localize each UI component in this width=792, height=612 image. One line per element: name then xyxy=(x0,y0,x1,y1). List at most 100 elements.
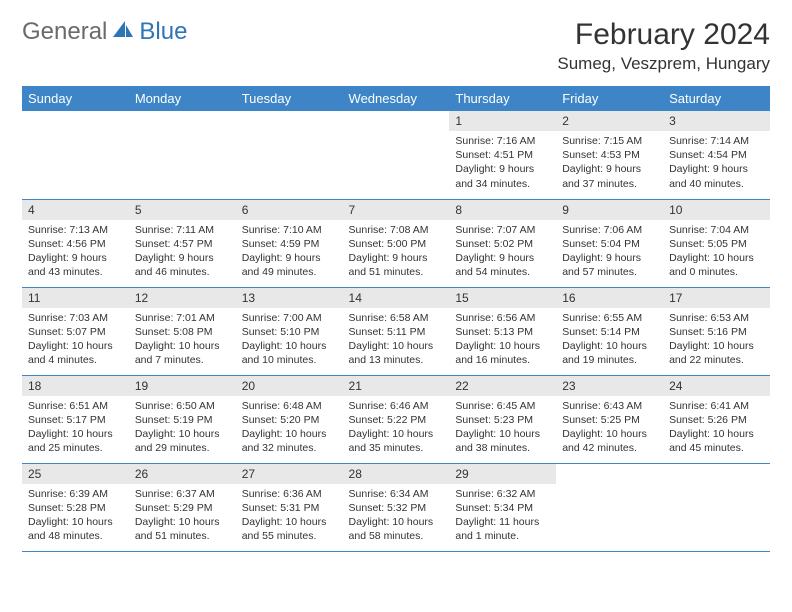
sunset-text: Sunset: 5:04 PM xyxy=(562,237,657,251)
calendar-day-cell: 16Sunrise: 6:55 AMSunset: 5:14 PMDayligh… xyxy=(556,287,663,375)
sunset-text: Sunset: 4:54 PM xyxy=(669,148,764,162)
daylight-text: Daylight: 10 hours and 7 minutes. xyxy=(135,339,230,367)
calendar-day-cell xyxy=(236,111,343,199)
weekday-header: Sunday xyxy=(22,86,129,111)
sunrise-text: Sunrise: 7:16 AM xyxy=(455,134,550,148)
calendar-day-cell: 28Sunrise: 6:34 AMSunset: 5:32 PMDayligh… xyxy=(343,463,450,551)
sunrise-text: Sunrise: 7:08 AM xyxy=(349,223,444,237)
day-details: Sunrise: 6:36 AMSunset: 5:31 PMDaylight:… xyxy=(236,484,343,550)
sunrise-text: Sunrise: 7:06 AM xyxy=(562,223,657,237)
day-number: 6 xyxy=(236,200,343,220)
day-number: 15 xyxy=(449,288,556,308)
day-details: Sunrise: 6:37 AMSunset: 5:29 PMDaylight:… xyxy=(129,484,236,550)
sunset-text: Sunset: 5:32 PM xyxy=(349,501,444,515)
day-number: 11 xyxy=(22,288,129,308)
weekday-header: Saturday xyxy=(663,86,770,111)
day-number: 2 xyxy=(556,111,663,131)
calendar-day-cell: 5Sunrise: 7:11 AMSunset: 4:57 PMDaylight… xyxy=(129,199,236,287)
sunrise-text: Sunrise: 6:55 AM xyxy=(562,311,657,325)
calendar-week-row: 11Sunrise: 7:03 AMSunset: 5:07 PMDayligh… xyxy=(22,287,770,375)
sunset-text: Sunset: 5:28 PM xyxy=(28,501,123,515)
sunset-text: Sunset: 4:51 PM xyxy=(455,148,550,162)
calendar-day-cell: 23Sunrise: 6:43 AMSunset: 5:25 PMDayligh… xyxy=(556,375,663,463)
calendar-day-cell: 22Sunrise: 6:45 AMSunset: 5:23 PMDayligh… xyxy=(449,375,556,463)
calendar-day-cell: 6Sunrise: 7:10 AMSunset: 4:59 PMDaylight… xyxy=(236,199,343,287)
calendar-day-cell: 14Sunrise: 6:58 AMSunset: 5:11 PMDayligh… xyxy=(343,287,450,375)
sunrise-text: Sunrise: 7:03 AM xyxy=(28,311,123,325)
daylight-text: Daylight: 9 hours and 54 minutes. xyxy=(455,251,550,279)
daylight-text: Daylight: 10 hours and 25 minutes. xyxy=(28,427,123,455)
day-details: Sunrise: 6:56 AMSunset: 5:13 PMDaylight:… xyxy=(449,308,556,374)
weekday-header: Friday xyxy=(556,86,663,111)
weekday-header-row: Sunday Monday Tuesday Wednesday Thursday… xyxy=(22,86,770,111)
sunset-text: Sunset: 5:02 PM xyxy=(455,237,550,251)
daylight-text: Daylight: 9 hours and 43 minutes. xyxy=(28,251,123,279)
calendar-day-cell: 29Sunrise: 6:32 AMSunset: 5:34 PMDayligh… xyxy=(449,463,556,551)
sunset-text: Sunset: 5:19 PM xyxy=(135,413,230,427)
day-number: 9 xyxy=(556,200,663,220)
sunset-text: Sunset: 5:29 PM xyxy=(135,501,230,515)
daylight-text: Daylight: 10 hours and 45 minutes. xyxy=(669,427,764,455)
day-number: 17 xyxy=(663,288,770,308)
calendar-day-cell: 10Sunrise: 7:04 AMSunset: 5:05 PMDayligh… xyxy=(663,199,770,287)
location-text: Sumeg, Veszprem, Hungary xyxy=(557,54,770,74)
daylight-text: Daylight: 10 hours and 51 minutes. xyxy=(135,515,230,543)
day-number: 12 xyxy=(129,288,236,308)
day-details: Sunrise: 6:32 AMSunset: 5:34 PMDaylight:… xyxy=(449,484,556,550)
day-details: Sunrise: 6:45 AMSunset: 5:23 PMDaylight:… xyxy=(449,396,556,462)
daylight-text: Daylight: 10 hours and 38 minutes. xyxy=(455,427,550,455)
day-details: Sunrise: 7:10 AMSunset: 4:59 PMDaylight:… xyxy=(236,220,343,286)
day-number: 10 xyxy=(663,200,770,220)
sunrise-text: Sunrise: 7:13 AM xyxy=(28,223,123,237)
calendar-day-cell: 15Sunrise: 6:56 AMSunset: 5:13 PMDayligh… xyxy=(449,287,556,375)
weekday-header: Tuesday xyxy=(236,86,343,111)
daylight-text: Daylight: 9 hours and 37 minutes. xyxy=(562,162,657,190)
sunset-text: Sunset: 5:00 PM xyxy=(349,237,444,251)
daylight-text: Daylight: 10 hours and 4 minutes. xyxy=(28,339,123,367)
day-number: 22 xyxy=(449,376,556,396)
calendar-day-cell: 20Sunrise: 6:48 AMSunset: 5:20 PMDayligh… xyxy=(236,375,343,463)
sunset-text: Sunset: 5:08 PM xyxy=(135,325,230,339)
day-details: Sunrise: 6:41 AMSunset: 5:26 PMDaylight:… xyxy=(663,396,770,462)
day-details: Sunrise: 6:51 AMSunset: 5:17 PMDaylight:… xyxy=(22,396,129,462)
sunrise-text: Sunrise: 7:07 AM xyxy=(455,223,550,237)
day-details: Sunrise: 7:04 AMSunset: 5:05 PMDaylight:… xyxy=(663,220,770,286)
daylight-text: Daylight: 10 hours and 42 minutes. xyxy=(562,427,657,455)
sunset-text: Sunset: 5:34 PM xyxy=(455,501,550,515)
day-details: Sunrise: 6:34 AMSunset: 5:32 PMDaylight:… xyxy=(343,484,450,550)
sunset-text: Sunset: 5:23 PM xyxy=(455,413,550,427)
calendar-day-cell: 4Sunrise: 7:13 AMSunset: 4:56 PMDaylight… xyxy=(22,199,129,287)
sunset-text: Sunset: 5:05 PM xyxy=(669,237,764,251)
day-details: Sunrise: 7:13 AMSunset: 4:56 PMDaylight:… xyxy=(22,220,129,286)
month-title: February 2024 xyxy=(557,18,770,52)
day-details: Sunrise: 7:14 AMSunset: 4:54 PMDaylight:… xyxy=(663,131,770,197)
day-number: 8 xyxy=(449,200,556,220)
day-number: 16 xyxy=(556,288,663,308)
sunset-text: Sunset: 5:31 PM xyxy=(242,501,337,515)
daylight-text: Daylight: 11 hours and 1 minute. xyxy=(455,515,550,543)
calendar-day-cell: 17Sunrise: 6:53 AMSunset: 5:16 PMDayligh… xyxy=(663,287,770,375)
calendar-day-cell: 3Sunrise: 7:14 AMSunset: 4:54 PMDaylight… xyxy=(663,111,770,199)
day-details: Sunrise: 7:16 AMSunset: 4:51 PMDaylight:… xyxy=(449,131,556,197)
daylight-text: Daylight: 9 hours and 51 minutes. xyxy=(349,251,444,279)
day-number: 18 xyxy=(22,376,129,396)
sunrise-text: Sunrise: 6:48 AM xyxy=(242,399,337,413)
sunset-text: Sunset: 5:13 PM xyxy=(455,325,550,339)
day-details: Sunrise: 7:01 AMSunset: 5:08 PMDaylight:… xyxy=(129,308,236,374)
day-number: 14 xyxy=(343,288,450,308)
sunrise-text: Sunrise: 6:34 AM xyxy=(349,487,444,501)
daylight-text: Daylight: 10 hours and 13 minutes. xyxy=(349,339,444,367)
calendar-day-cell: 26Sunrise: 6:37 AMSunset: 5:29 PMDayligh… xyxy=(129,463,236,551)
calendar-table: Sunday Monday Tuesday Wednesday Thursday… xyxy=(22,86,770,552)
calendar-week-row: 18Sunrise: 6:51 AMSunset: 5:17 PMDayligh… xyxy=(22,375,770,463)
empty-day xyxy=(556,464,663,484)
day-details: Sunrise: 7:00 AMSunset: 5:10 PMDaylight:… xyxy=(236,308,343,374)
calendar-day-cell: 21Sunrise: 6:46 AMSunset: 5:22 PMDayligh… xyxy=(343,375,450,463)
day-number: 29 xyxy=(449,464,556,484)
brand-part1: General xyxy=(22,18,107,46)
calendar-day-cell: 9Sunrise: 7:06 AMSunset: 5:04 PMDaylight… xyxy=(556,199,663,287)
sunset-text: Sunset: 4:53 PM xyxy=(562,148,657,162)
day-number: 4 xyxy=(22,200,129,220)
sunset-text: Sunset: 4:59 PM xyxy=(242,237,337,251)
sunset-text: Sunset: 5:26 PM xyxy=(669,413,764,427)
